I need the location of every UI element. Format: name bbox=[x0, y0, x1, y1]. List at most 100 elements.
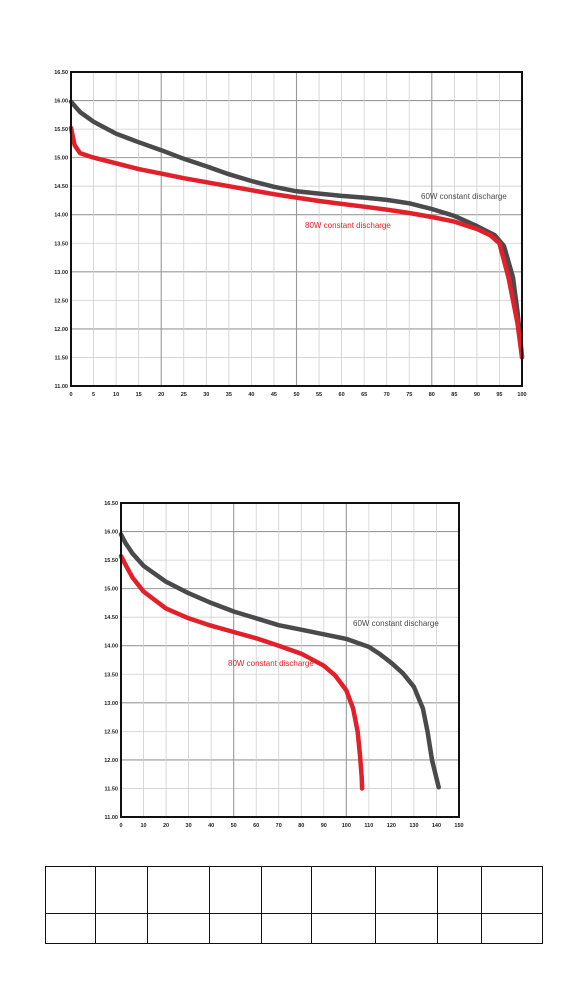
table-cell bbox=[45, 866, 96, 914]
y-tick-label: 14.00 bbox=[54, 213, 68, 219]
table-cell bbox=[95, 866, 148, 914]
x-tick-label: 5 bbox=[92, 392, 95, 398]
y-tick-label: 11.50 bbox=[105, 786, 118, 792]
table-cell bbox=[209, 913, 262, 944]
chart-series-group bbox=[118, 532, 441, 791]
spec-table bbox=[45, 866, 543, 944]
x-tick-label: 70 bbox=[384, 392, 390, 398]
x-tick-label: 40 bbox=[208, 823, 214, 829]
chart-series-group bbox=[68, 99, 525, 360]
x-tick-label: 25 bbox=[181, 392, 187, 398]
table-cell bbox=[45, 913, 96, 944]
table-cell bbox=[437, 866, 482, 914]
x-tick-label: 15 bbox=[136, 392, 142, 398]
table-cell bbox=[261, 913, 312, 944]
x-tick-label: 70 bbox=[276, 823, 282, 829]
table-cell bbox=[147, 866, 210, 914]
x-tick-label: 95 bbox=[496, 392, 502, 398]
y-tick-label: 15.50 bbox=[54, 127, 68, 133]
series-label-60w: 60W constant discharge bbox=[353, 619, 439, 628]
table-cell bbox=[311, 866, 376, 914]
table-cell bbox=[481, 913, 543, 944]
y-tick-label: 11.00 bbox=[55, 384, 68, 390]
series-line-80w bbox=[68, 125, 525, 360]
y-tick-label: 11.50 bbox=[55, 355, 68, 361]
x-tick-label: 65 bbox=[361, 392, 367, 398]
table-cell bbox=[375, 866, 438, 914]
table-row bbox=[45, 866, 543, 914]
y-tick-label: 14.00 bbox=[104, 644, 118, 650]
x-tick-label: 80 bbox=[429, 392, 435, 398]
x-tick-label: 100 bbox=[517, 392, 526, 398]
x-tick-label: 130 bbox=[409, 823, 418, 829]
series-line-60w bbox=[68, 99, 525, 359]
y-axis-ticks: 16.50 16.00 15.50 15.00 14.50 14.00 13.50 13.00… bbox=[104, 501, 118, 821]
x-tick-label: 10 bbox=[113, 392, 119, 398]
table-cell bbox=[95, 913, 148, 944]
x-tick-label: 30 bbox=[203, 392, 209, 398]
y-tick-label: 13.50 bbox=[104, 672, 118, 678]
y-tick-label: 12.50 bbox=[54, 298, 68, 304]
x-tick-label: 20 bbox=[163, 823, 169, 829]
x-tick-label: 30 bbox=[186, 823, 192, 829]
series-label-60w: 60W constant discharge bbox=[421, 192, 507, 201]
x-tick-label: 50 bbox=[293, 392, 299, 398]
y-tick-label: 11.00 bbox=[105, 815, 118, 821]
series-line-60w bbox=[118, 532, 441, 790]
chart-grid bbox=[71, 72, 522, 386]
x-axis-ticks: 0 5 10 15 20 25 30 35 40 45 50 55 60 65 70 75 80 85 90 95 10… bbox=[69, 392, 526, 398]
series-line-80w bbox=[118, 553, 365, 791]
x-tick-label: 45 bbox=[271, 392, 277, 398]
x-tick-label: 35 bbox=[226, 392, 232, 398]
chart-grid bbox=[121, 503, 459, 817]
table-cell bbox=[261, 866, 312, 914]
x-axis-ticks: 0 10 20 30 40 50 60 70 80 90 100 110 120 130 140 150 bbox=[119, 823, 463, 829]
y-tick-label: 12.00 bbox=[54, 327, 68, 333]
x-tick-label: 150 bbox=[454, 823, 463, 829]
x-tick-label: 10 bbox=[140, 823, 146, 829]
x-tick-label: 100 bbox=[342, 823, 351, 829]
y-tick-label: 13.00 bbox=[104, 701, 118, 707]
chart-60w-80w-discharge-bottom: 16.50 16.00 15.50 15.00 14.50 14.00 13.50 13.00… bbox=[104, 501, 463, 829]
x-tick-label: 20 bbox=[158, 392, 164, 398]
x-tick-label: 120 bbox=[387, 823, 396, 829]
y-tick-label: 14.50 bbox=[54, 184, 68, 190]
plot-frame bbox=[70, 71, 523, 387]
x-tick-label: 110 bbox=[364, 823, 373, 829]
plot-frame bbox=[120, 502, 460, 818]
y-tick-label: 16.00 bbox=[54, 99, 68, 105]
table-cell bbox=[481, 866, 543, 914]
x-tick-label: 60 bbox=[339, 392, 345, 398]
y-tick-label: 15.00 bbox=[104, 587, 118, 593]
series-labels: 60W constant discharge 80W constant disch… bbox=[228, 619, 439, 668]
y-tick-label: 12.50 bbox=[104, 729, 118, 735]
x-tick-label: 75 bbox=[406, 392, 412, 398]
y-tick-label: 16.00 bbox=[104, 530, 118, 536]
series-labels: 60W constant discharge 80W constant disch… bbox=[305, 192, 507, 230]
y-tick-label: 16.50 bbox=[54, 70, 68, 76]
table-cell bbox=[437, 913, 482, 944]
y-tick-label: 13.50 bbox=[54, 241, 68, 247]
series-label-80w: 80W constant discharge bbox=[228, 659, 314, 668]
x-tick-label: 55 bbox=[316, 392, 322, 398]
x-tick-label: 50 bbox=[231, 823, 237, 829]
x-tick-label: 80 bbox=[298, 823, 304, 829]
x-tick-label: 40 bbox=[248, 392, 254, 398]
series-label-80w: 80W constant discharge bbox=[305, 221, 391, 230]
y-tick-label: 14.50 bbox=[104, 615, 118, 621]
x-tick-label: 0 bbox=[69, 392, 72, 398]
y-tick-label: 15.00 bbox=[54, 156, 68, 162]
x-tick-label: 140 bbox=[432, 823, 441, 829]
y-tick-label: 12.00 bbox=[104, 758, 118, 764]
y-tick-label: 16.50 bbox=[104, 501, 118, 507]
chart-60w-80w-discharge-top: 16.50 16.00 15.50 15.00 14.50 14.00 13.50 13.00… bbox=[54, 70, 526, 398]
y-tick-label: 13.00 bbox=[54, 270, 68, 276]
y-tick-label: 15.50 bbox=[104, 558, 118, 564]
table-cell bbox=[209, 866, 262, 914]
y-axis-ticks: 16.50 16.00 15.50 15.00 14.50 14.00 13.50 13.00… bbox=[54, 70, 68, 390]
x-tick-label: 0 bbox=[119, 823, 122, 829]
x-tick-label: 85 bbox=[451, 392, 457, 398]
table-cell bbox=[147, 913, 210, 944]
x-tick-label: 90 bbox=[321, 823, 327, 829]
table-cell bbox=[375, 913, 438, 944]
